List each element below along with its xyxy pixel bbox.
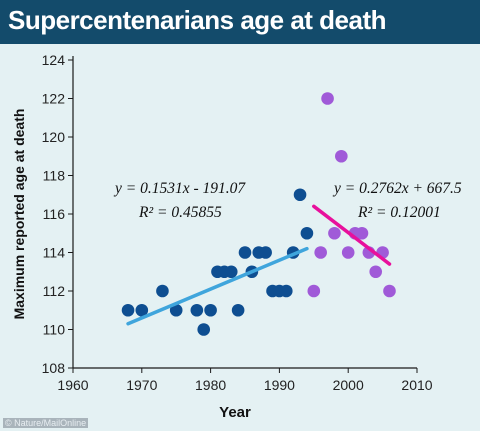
data-point-s1 xyxy=(197,323,211,336)
trendline-s2 xyxy=(312,204,392,266)
x-tick-label: 1990 xyxy=(264,377,295,393)
trend-equation-s2: y = 0.2762x + 667.5 xyxy=(332,180,462,197)
data-point-s2 xyxy=(335,149,348,163)
data-point-s2 xyxy=(314,246,327,259)
data-point-s1 xyxy=(135,303,149,317)
y-tick-label: 124 xyxy=(42,52,66,68)
y-tick-label: 114 xyxy=(43,245,66,261)
trendline-s1 xyxy=(126,246,309,326)
data-point-s1 xyxy=(238,246,252,259)
x-tick-label: 1980 xyxy=(195,377,226,393)
data-point-s2 xyxy=(307,284,321,298)
y-tick-label: 110 xyxy=(43,322,66,338)
x-axis-title: Year xyxy=(219,404,251,421)
credit-label: © Nature/MailOnline xyxy=(3,418,89,428)
data-point-s1 xyxy=(300,226,314,240)
data-point-s1 xyxy=(293,188,307,202)
y-tick-label: 122 xyxy=(42,91,66,107)
trend-r2-s1: R² = 0.45855 xyxy=(138,204,222,221)
x-tick-label: 2000 xyxy=(333,377,364,393)
data-point-s1 xyxy=(156,284,169,298)
data-point-s2 xyxy=(328,226,341,240)
y-tick-label: 118 xyxy=(43,168,66,184)
data-point-s1 xyxy=(121,303,135,317)
y-axis-title: Maximum reported age at death xyxy=(11,109,27,320)
header-bar: Supercentenarians age at death xyxy=(0,0,480,44)
y-tick-label: 120 xyxy=(42,129,66,145)
data-point-s1 xyxy=(279,284,293,298)
x-tick-label: 1960 xyxy=(57,377,88,393)
y-tick-label: 116 xyxy=(43,206,66,222)
y-tick-label: 108 xyxy=(42,360,66,376)
trend-r2-s2: R² = 0.12001 xyxy=(357,204,441,221)
data-point-s2 xyxy=(355,226,369,240)
data-point-s1 xyxy=(204,303,217,317)
data-point-s1 xyxy=(231,303,245,317)
x-tick-label: 2010 xyxy=(401,377,432,393)
chart-title: Supercentenarians age at death xyxy=(8,5,387,35)
x-tick-label: 1970 xyxy=(126,377,157,393)
data-point-s1 xyxy=(169,303,183,317)
data-point-s1 xyxy=(190,303,204,317)
data-point-s2 xyxy=(369,265,383,279)
y-tick-label: 112 xyxy=(43,283,66,299)
data-point-s1 xyxy=(259,246,272,259)
data-point-s2 xyxy=(383,284,396,298)
data-point-s2 xyxy=(341,246,355,259)
data-point-s2 xyxy=(321,92,334,105)
data-point-s1 xyxy=(224,265,238,279)
trend-equation-s1: y = 0.1531x - 191.07 xyxy=(113,180,246,197)
